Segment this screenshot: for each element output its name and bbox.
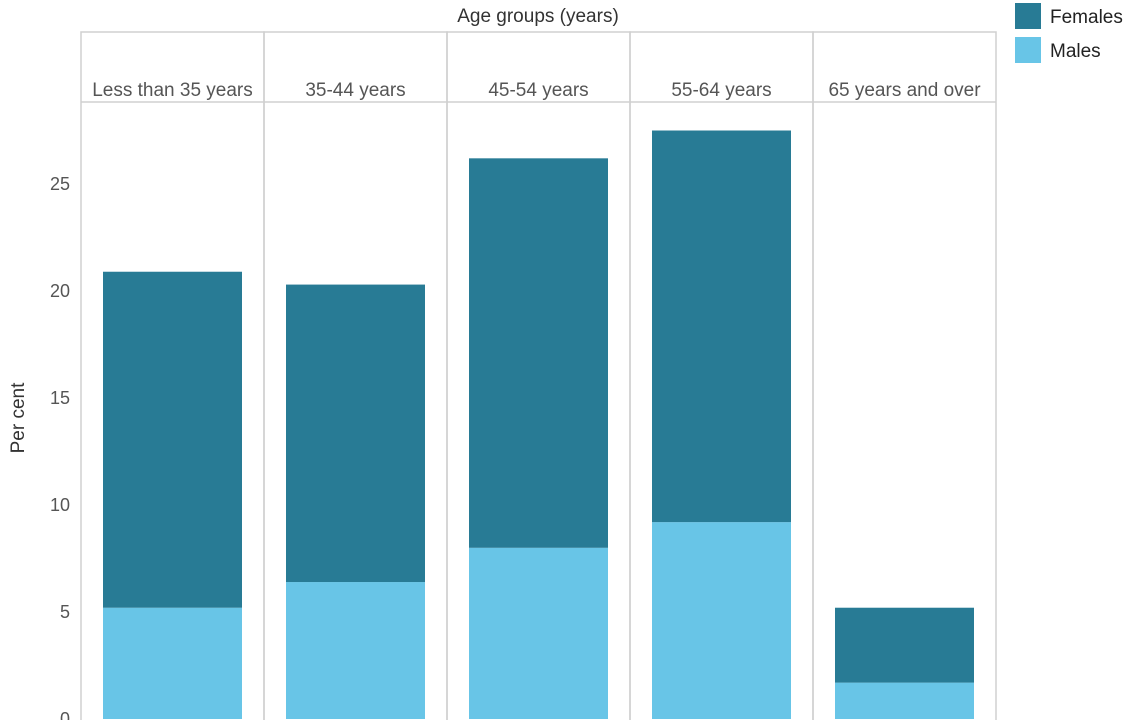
category-label: 55-64 years [671,80,771,101]
bars [103,130,974,719]
bar-females [103,271,242,608]
bar-females [469,158,608,548]
y-tick-label: 5 [60,602,70,622]
legend-label: Females [1050,7,1123,28]
bar-females [652,130,791,523]
y-axis-title: Per cent [8,382,29,453]
bar-males [652,522,791,719]
bar-males [835,682,974,719]
y-tick-label: 10 [50,495,70,515]
category-label: 45-54 years [488,80,588,101]
y-tick-label: 0 [60,709,70,720]
y-axis-ticks: 0 5 10 15 20 25 [50,174,70,725]
legend-label: Males [1050,41,1101,62]
bar-males [469,547,608,719]
category-label: 35-44 years [305,80,405,101]
legend-swatch [1015,3,1041,29]
legend: Females Males [1015,3,1123,63]
y-tick-label: 25 [50,174,70,194]
y-tick-label: 15 [50,388,70,408]
legend-swatch [1015,37,1041,63]
chart-title: Age groups (years) [457,6,619,27]
category-label: Less than 35 years [92,80,253,101]
bar-males [286,582,425,719]
bar-males [103,607,242,719]
bar-females [835,607,974,683]
bar-females [286,284,425,583]
category-label: 65 years and over [828,80,981,101]
y-tick-label: 20 [50,281,70,301]
